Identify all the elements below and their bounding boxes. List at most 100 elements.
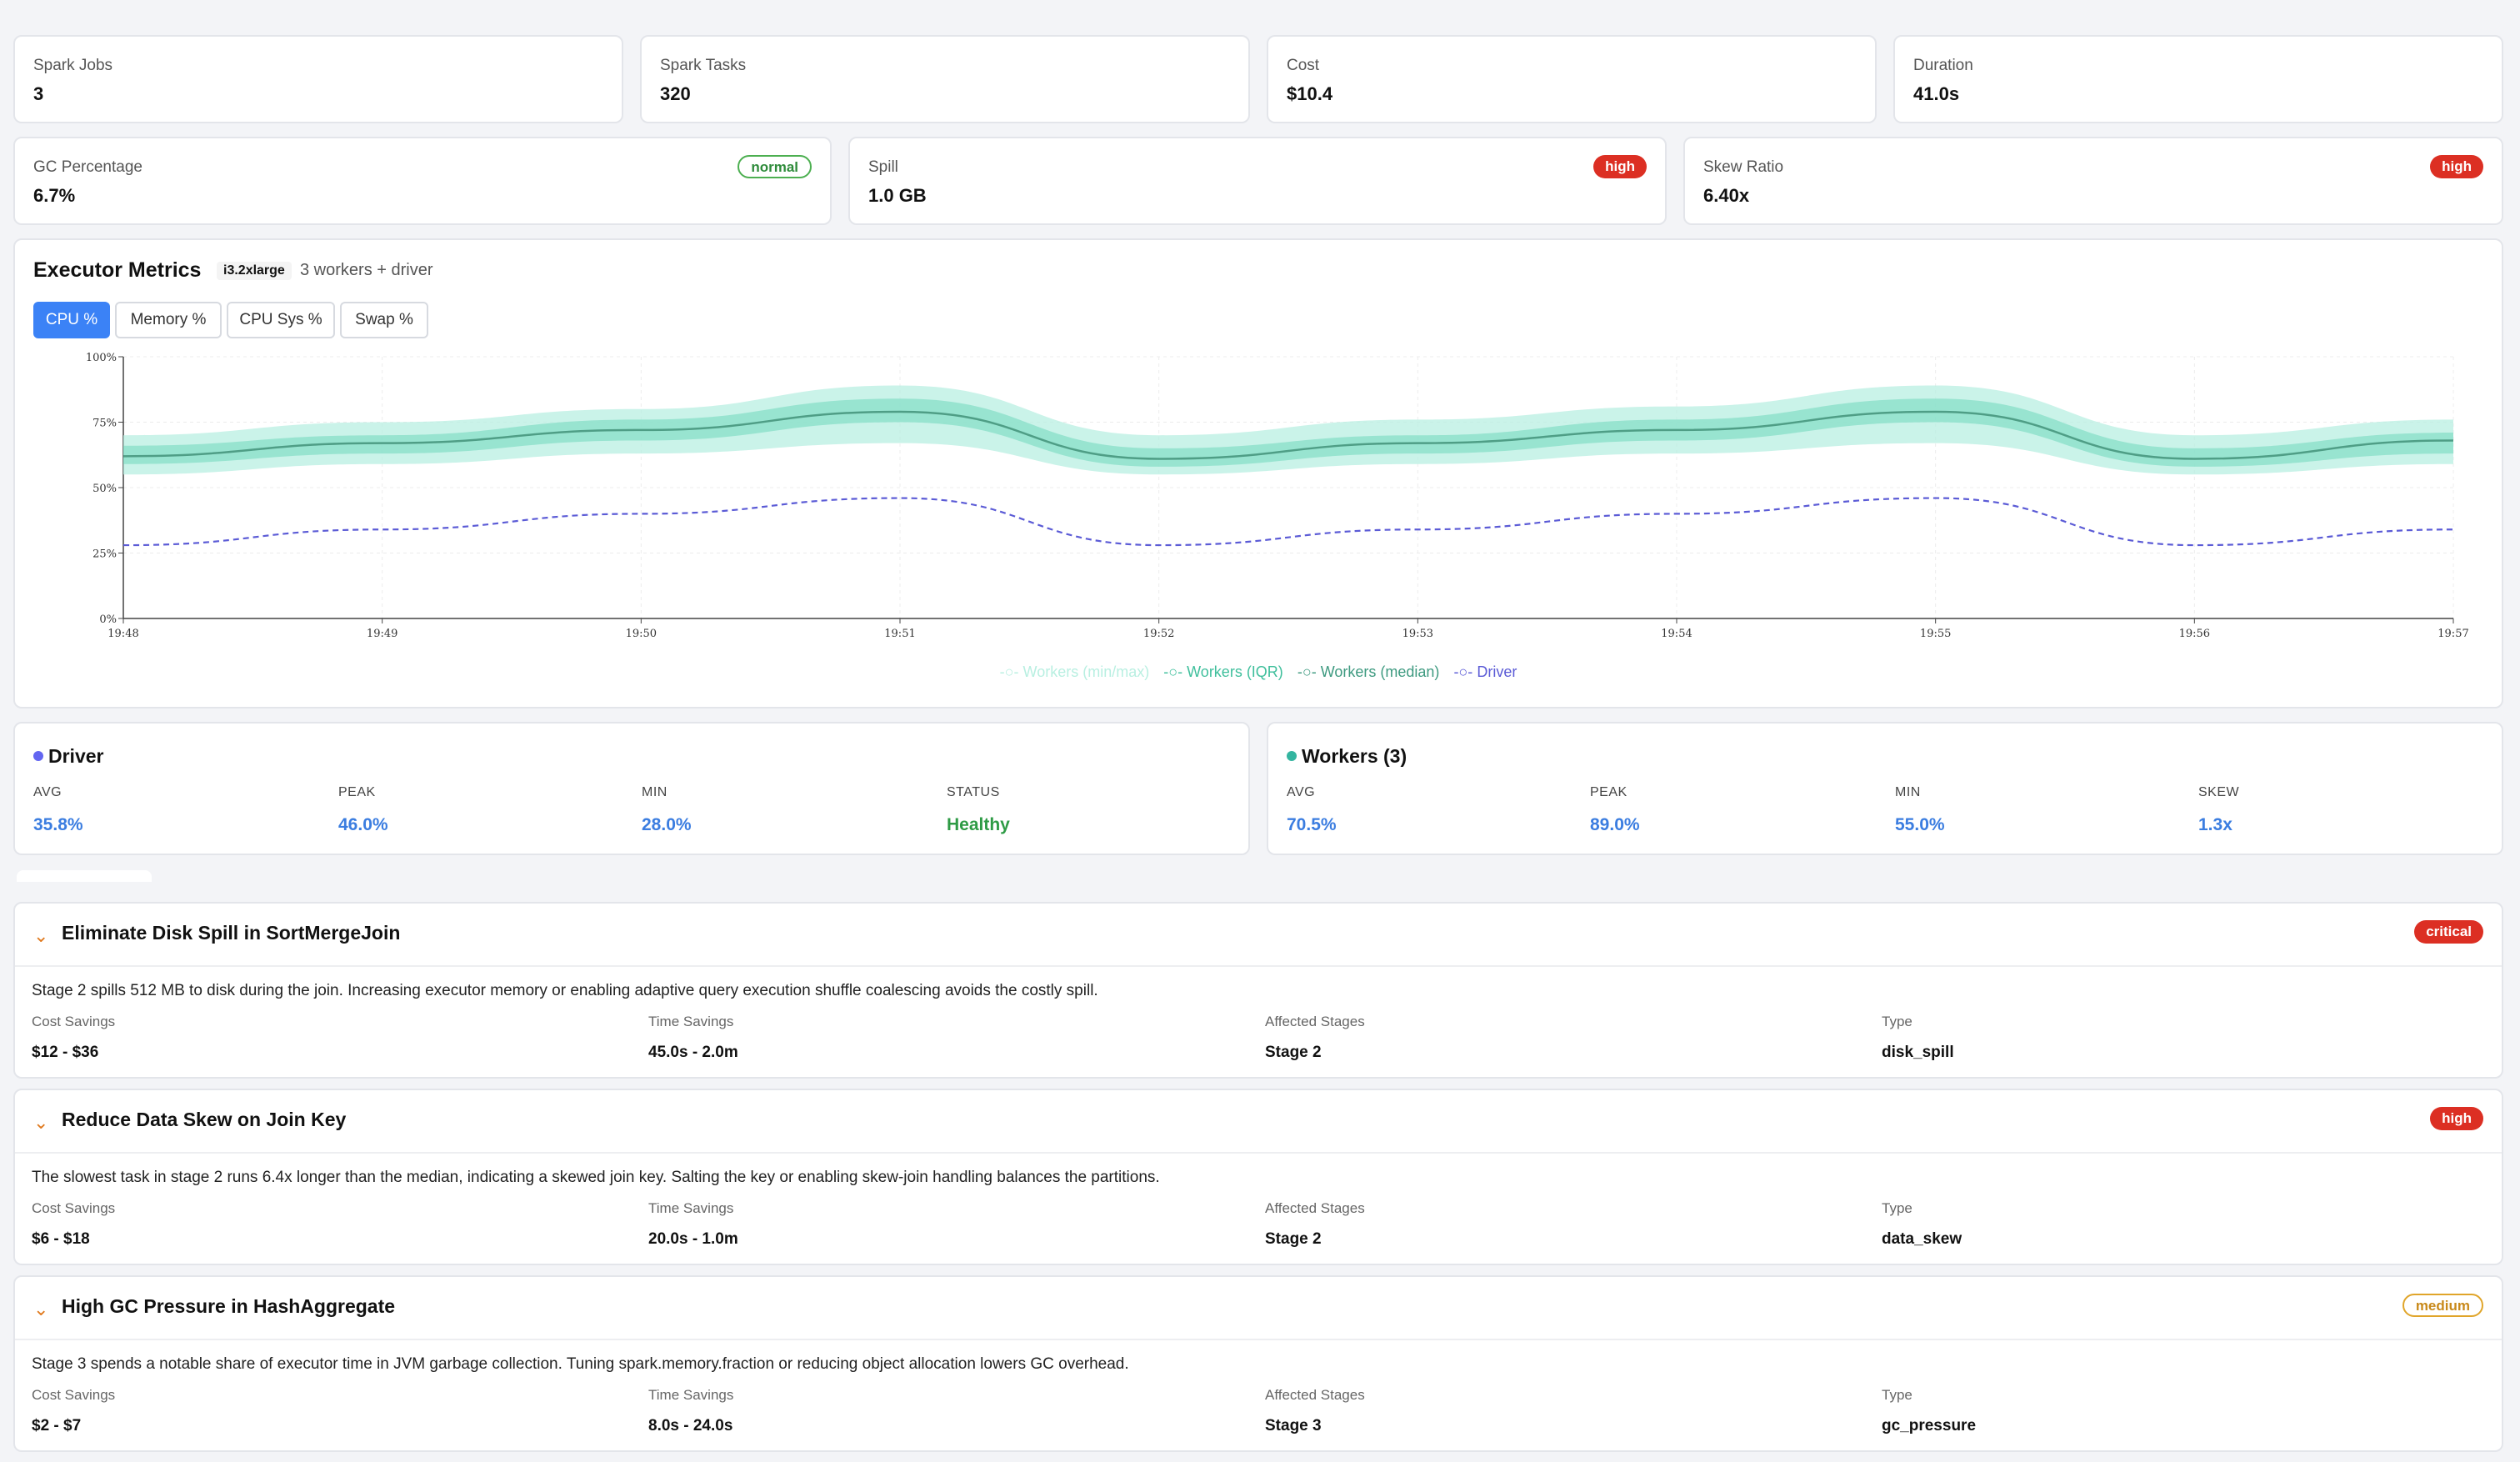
stat-value: 41.0s — [1913, 83, 1960, 104]
stat-card-spark-tasks: Spark Tasks 320 — [640, 35, 1250, 123]
instance-type-tag: i3.2xlarge — [217, 262, 292, 280]
legend-marker-icon: -○- — [1453, 663, 1473, 680]
workers-min: MIN 55.0% — [1895, 785, 1945, 835]
stat-label: Duration — [1913, 57, 1973, 74]
recommendation-description: Stage 3 spends a notable share of execut… — [32, 1355, 1129, 1373]
legend-label: Workers (median) — [1320, 663, 1440, 680]
recommendation-description: Stage 2 spills 512 MB to disk during the… — [32, 982, 1098, 999]
driver-min: MIN 28.0% — [642, 785, 692, 835]
stat-value: 320 — [660, 83, 691, 104]
series-line-median — [122, 410, 2454, 460]
driver-peak: PEAK 46.0% — [338, 785, 388, 835]
metric-label: MIN — [642, 785, 668, 799]
recommendation-description: The slowest task in stage 2 runs 6.4x lo… — [32, 1169, 1160, 1186]
legend-label: Workers (min/max) — [1022, 663, 1150, 680]
cpu-chart: 0% 25% 50% 75% 100% 19:48 19:49 19:50 19:51 19:52… — [86, 352, 2469, 640]
y-tick-label: 75% — [92, 418, 117, 430]
metric-value: 89.0% — [1590, 815, 1640, 834]
legend-marker-icon: -○- — [1297, 663, 1317, 680]
metric-label: MIN — [1895, 785, 1921, 799]
metric-value: 1.3x — [2198, 815, 2232, 834]
driver-summary-title: Driver — [33, 745, 103, 768]
tab-memory[interactable]: Memory % — [115, 302, 222, 338]
chevron-down-icon[interactable]: ⌄ — [33, 925, 49, 946]
stat-value: 3 — [33, 83, 44, 104]
series-band-iqr — [123, 398, 2453, 467]
cost-savings: Cost Savings $2 - $7 — [32, 1387, 116, 1434]
x-tick-label: 19:48 — [108, 628, 138, 640]
divider — [15, 965, 2502, 967]
stat-label: Skew Ratio — [1703, 158, 1784, 176]
x-tick-label: 19:50 — [626, 628, 657, 640]
legend-label: Driver — [1477, 663, 1518, 680]
chart-legend: -○- Workers (min/max) -○- Workers (IQR) … — [15, 663, 2502, 681]
affected-stages: Affected Stages Stage 2 — [1265, 1200, 1365, 1248]
x-tick-label: 19:53 — [1402, 628, 1433, 640]
legend-item-iqr[interactable]: -○- Workers (IQR) — [1163, 663, 1288, 680]
metric-value: 35.8% — [33, 815, 83, 834]
tab-cpu-sys[interactable]: CPU Sys % — [227, 302, 335, 338]
cost-savings: Cost Savings $12 - $36 — [32, 1014, 116, 1061]
stat-label: Spark Tasks — [660, 57, 747, 74]
recommendation-card[interactable]: ⌄ Eliminate Disk Spill in SortMergeJoin … — [13, 902, 2503, 1079]
metric-value: 46.0% — [338, 815, 388, 834]
chevron-down-icon[interactable]: ⌄ — [33, 1299, 49, 1319]
recommendation-card[interactable]: ⌄ High GC Pressure in HashAggregate medi… — [13, 1275, 2503, 1452]
workers-avg: AVG 70.5% — [1287, 785, 1337, 835]
legend-item-minmax[interactable]: -○- Workers (min/max) — [1000, 663, 1154, 680]
legend-item-driver[interactable]: -○- Driver — [1453, 663, 1517, 680]
metric-label: AVG — [1287, 785, 1316, 799]
stat-card-cost: Cost $10.4 — [1267, 35, 1877, 123]
recommendation-card[interactable]: ⌄ Reduce Data Skew on Join Key high The … — [13, 1089, 2503, 1265]
legend-marker-icon: -○- — [1163, 663, 1183, 680]
stat-card-spark-jobs: Spark Jobs 3 — [13, 35, 623, 123]
workers-peak: PEAK 89.0% — [1590, 785, 1640, 835]
x-tick-label: 19:51 — [884, 628, 915, 640]
workers-summary-card: Workers (3) AVG 70.5% PEAK 89.0% MIN 55.… — [1267, 722, 2503, 855]
recommendation-title: Reduce Data Skew on Join Key — [62, 1109, 347, 1130]
time-savings: Time Savings 8.0s - 24.0s — [648, 1387, 734, 1434]
legend-marker-icon: -○- — [999, 663, 1019, 680]
y-tick-label: 25% — [92, 548, 117, 561]
instance-description: 3 workers + driver — [300, 261, 433, 279]
x-tick-label: 19:54 — [1661, 628, 1692, 640]
x-tick-label: 19:49 — [367, 628, 398, 640]
recommendation-type: Type gc_pressure — [1882, 1387, 1977, 1434]
recommendation-title: High GC Pressure in HashAggregate — [62, 1295, 396, 1317]
recommendation-title: Eliminate Disk Spill in SortMergeJoin — [62, 922, 401, 944]
time-savings: Time Savings 20.0s - 1.0m — [648, 1200, 738, 1248]
y-tick-label: 0% — [99, 613, 117, 626]
workers-skew: SKEW 1.3x — [2198, 785, 2239, 835]
status-badge: high — [1593, 155, 1647, 178]
metric-value: 28.0% — [642, 815, 692, 834]
tab-swap[interactable]: Swap % — [340, 302, 428, 338]
executor-metrics-title: Executor Metrics — [33, 258, 202, 282]
metric-value: Healthy — [947, 815, 1010, 834]
legend-label: Workers (IQR) — [1187, 663, 1283, 680]
workers-summary-title: Workers (3) — [1287, 745, 1407, 768]
y-tick-label: 100% — [86, 352, 117, 364]
metric-value: 55.0% — [1895, 815, 1945, 834]
affected-stages: Affected Stages Stage 2 — [1265, 1014, 1365, 1061]
affected-stages: Affected Stages Stage 3 — [1265, 1387, 1365, 1434]
severity-badge: critical — [2414, 920, 2483, 944]
driver-summary-card: Driver AVG 35.8% PEAK 46.0% MIN 28.0% ST… — [13, 722, 1250, 855]
stat-value: $10.4 — [1287, 83, 1333, 104]
section-tab-stub — [17, 870, 152, 882]
legend-item-median[interactable]: -○- Workers (median) — [1298, 663, 1444, 680]
stat-card-duration: Duration 41.0s — [1893, 35, 2503, 123]
x-tick-label: 19:55 — [1920, 628, 1951, 640]
stat-value: 6.40x — [1703, 185, 1750, 206]
chevron-down-icon[interactable]: ⌄ — [33, 1112, 49, 1133]
metric-label: SKEW — [2198, 785, 2240, 799]
tab-cpu[interactable]: CPU % — [33, 302, 110, 338]
recommendation-type: Type disk_spill — [1882, 1014, 1954, 1061]
driver-dot-icon — [33, 750, 43, 761]
x-tick-label: 19:52 — [1143, 628, 1174, 640]
status-badge: normal — [738, 155, 812, 178]
driver-status: STATUS Healthy — [947, 785, 1010, 835]
severity-badge: medium — [2402, 1294, 2483, 1317]
time-savings: Time Savings 45.0s - 2.0m — [648, 1014, 738, 1061]
stat-label: Cost — [1287, 57, 1320, 74]
stat-card-skew-ratio: Skew Ratio 6.40x high — [1683, 137, 2503, 225]
